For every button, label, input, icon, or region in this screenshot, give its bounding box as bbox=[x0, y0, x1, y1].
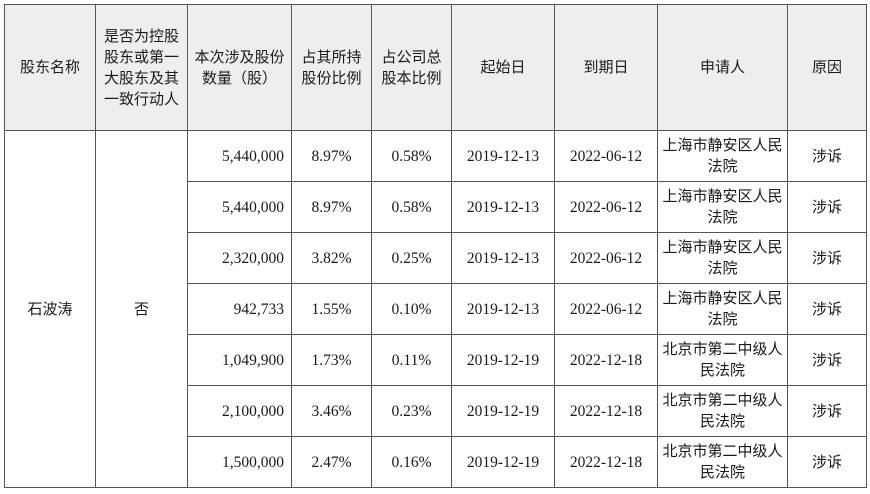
header-pct-of-holding: 占其所持股份比例 bbox=[291, 4, 372, 131]
header-end-date: 到期日 bbox=[554, 4, 658, 131]
pct-held-cell: 3.46% bbox=[291, 385, 372, 437]
reason-cell: 涉诉 bbox=[787, 283, 867, 335]
start-date-cell: 2019-12-13 bbox=[451, 181, 555, 233]
pct-total-cell: 0.58% bbox=[371, 130, 452, 182]
end-date-cell: 2022-06-12 bbox=[554, 232, 658, 284]
end-date-cell: 2022-12-18 bbox=[554, 334, 658, 386]
pct-total-cell: 0.25% bbox=[371, 232, 452, 284]
header-shareholder-name: 股东名称 bbox=[4, 4, 96, 131]
end-date-cell: 2022-12-18 bbox=[554, 385, 658, 437]
pct-total-cell: 0.10% bbox=[371, 283, 452, 335]
pct-total-cell: 0.11% bbox=[371, 334, 452, 386]
table-row: 942,733 1.55% 0.10% 2019-12-13 2022-06-1… bbox=[5, 283, 867, 335]
start-date-cell: 2019-12-19 bbox=[451, 334, 555, 386]
applicant-cell: 上海市静安区人民法院 bbox=[657, 232, 788, 284]
pct-total-cell: 0.58% bbox=[371, 181, 452, 233]
header-start-date: 起始日 bbox=[451, 4, 555, 131]
reason-cell: 涉诉 bbox=[787, 436, 867, 488]
reason-cell: 涉诉 bbox=[787, 385, 867, 437]
pct-held-cell: 1.55% bbox=[291, 283, 372, 335]
end-date-cell: 2022-06-12 bbox=[554, 130, 658, 182]
header-applicant: 申请人 bbox=[657, 4, 788, 131]
applicant-cell: 北京市第二中级人民法院 bbox=[657, 385, 788, 437]
shareholder-name-cell: 石波涛 bbox=[4, 130, 96, 488]
shares-cell: 5,440,000 bbox=[187, 130, 292, 182]
table-row: 5,440,000 8.97% 0.58% 2019-12-13 2022-06… bbox=[5, 181, 867, 233]
end-date-cell: 2022-12-18 bbox=[554, 436, 658, 488]
applicant-cell: 北京市第二中级人民法院 bbox=[657, 334, 788, 386]
header-pct-of-total: 占公司总股本比例 bbox=[371, 4, 452, 131]
table-header-row: 股东名称 是否为控股股东或第一大股东及其一致行动人 本次涉及股份数量（股） 占其… bbox=[4, 4, 867, 131]
shares-cell: 1,500,000 bbox=[187, 436, 292, 488]
end-date-cell: 2022-06-12 bbox=[554, 283, 658, 335]
reason-cell: 涉诉 bbox=[787, 232, 867, 284]
pct-held-cell: 2.47% bbox=[291, 436, 372, 488]
applicant-cell: 北京市第二中级人民法院 bbox=[657, 436, 788, 488]
pct-held-cell: 3.82% bbox=[291, 232, 372, 284]
shares-cell: 5,440,000 bbox=[187, 181, 292, 233]
applicant-cell: 上海市静安区人民法院 bbox=[657, 181, 788, 233]
start-date-cell: 2019-12-13 bbox=[451, 130, 555, 182]
table-row: 1,500,000 2.47% 0.16% 2019-12-19 2022-12… bbox=[5, 436, 867, 488]
header-is-controlling: 是否为控股股东或第一大股东及其一致行动人 bbox=[95, 4, 188, 131]
end-date-cell: 2022-06-12 bbox=[554, 181, 658, 233]
table-row: 石波涛 否 5,440,000 8.97% 0.58% 2019-12-13 2… bbox=[4, 130, 867, 488]
reason-cell: 涉诉 bbox=[787, 130, 867, 182]
shares-cell: 2,320,000 bbox=[187, 232, 292, 284]
shares-cell: 942,733 bbox=[187, 283, 292, 335]
header-reason: 原因 bbox=[787, 4, 867, 131]
pct-held-cell: 8.97% bbox=[291, 181, 372, 233]
judicial-freeze-table: 股东名称 是否为控股股东或第一大股东及其一致行动人 本次涉及股份数量（股） 占其… bbox=[4, 4, 867, 488]
reason-cell: 涉诉 bbox=[787, 181, 867, 233]
header-shares-involved: 本次涉及股份数量（股） bbox=[187, 4, 292, 131]
applicant-cell: 上海市静安区人民法院 bbox=[657, 283, 788, 335]
pct-held-cell: 8.97% bbox=[291, 130, 372, 182]
table-row: 2,100,000 3.46% 0.23% 2019-12-19 2022-12… bbox=[5, 385, 867, 437]
reason-cell: 涉诉 bbox=[787, 334, 867, 386]
applicant-cell: 上海市静安区人民法院 bbox=[657, 130, 788, 182]
pct-held-cell: 1.73% bbox=[291, 334, 372, 386]
start-date-cell: 2019-12-19 bbox=[451, 436, 555, 488]
shares-cell: 1,049,900 bbox=[187, 334, 292, 386]
start-date-cell: 2019-12-13 bbox=[451, 283, 555, 335]
pct-total-cell: 0.23% bbox=[371, 385, 452, 437]
shares-cell: 2,100,000 bbox=[187, 385, 292, 437]
start-date-cell: 2019-12-19 bbox=[451, 385, 555, 437]
pct-total-cell: 0.16% bbox=[371, 436, 452, 488]
start-date-cell: 2019-12-13 bbox=[451, 232, 555, 284]
is-controlling-cell: 否 bbox=[95, 130, 188, 488]
